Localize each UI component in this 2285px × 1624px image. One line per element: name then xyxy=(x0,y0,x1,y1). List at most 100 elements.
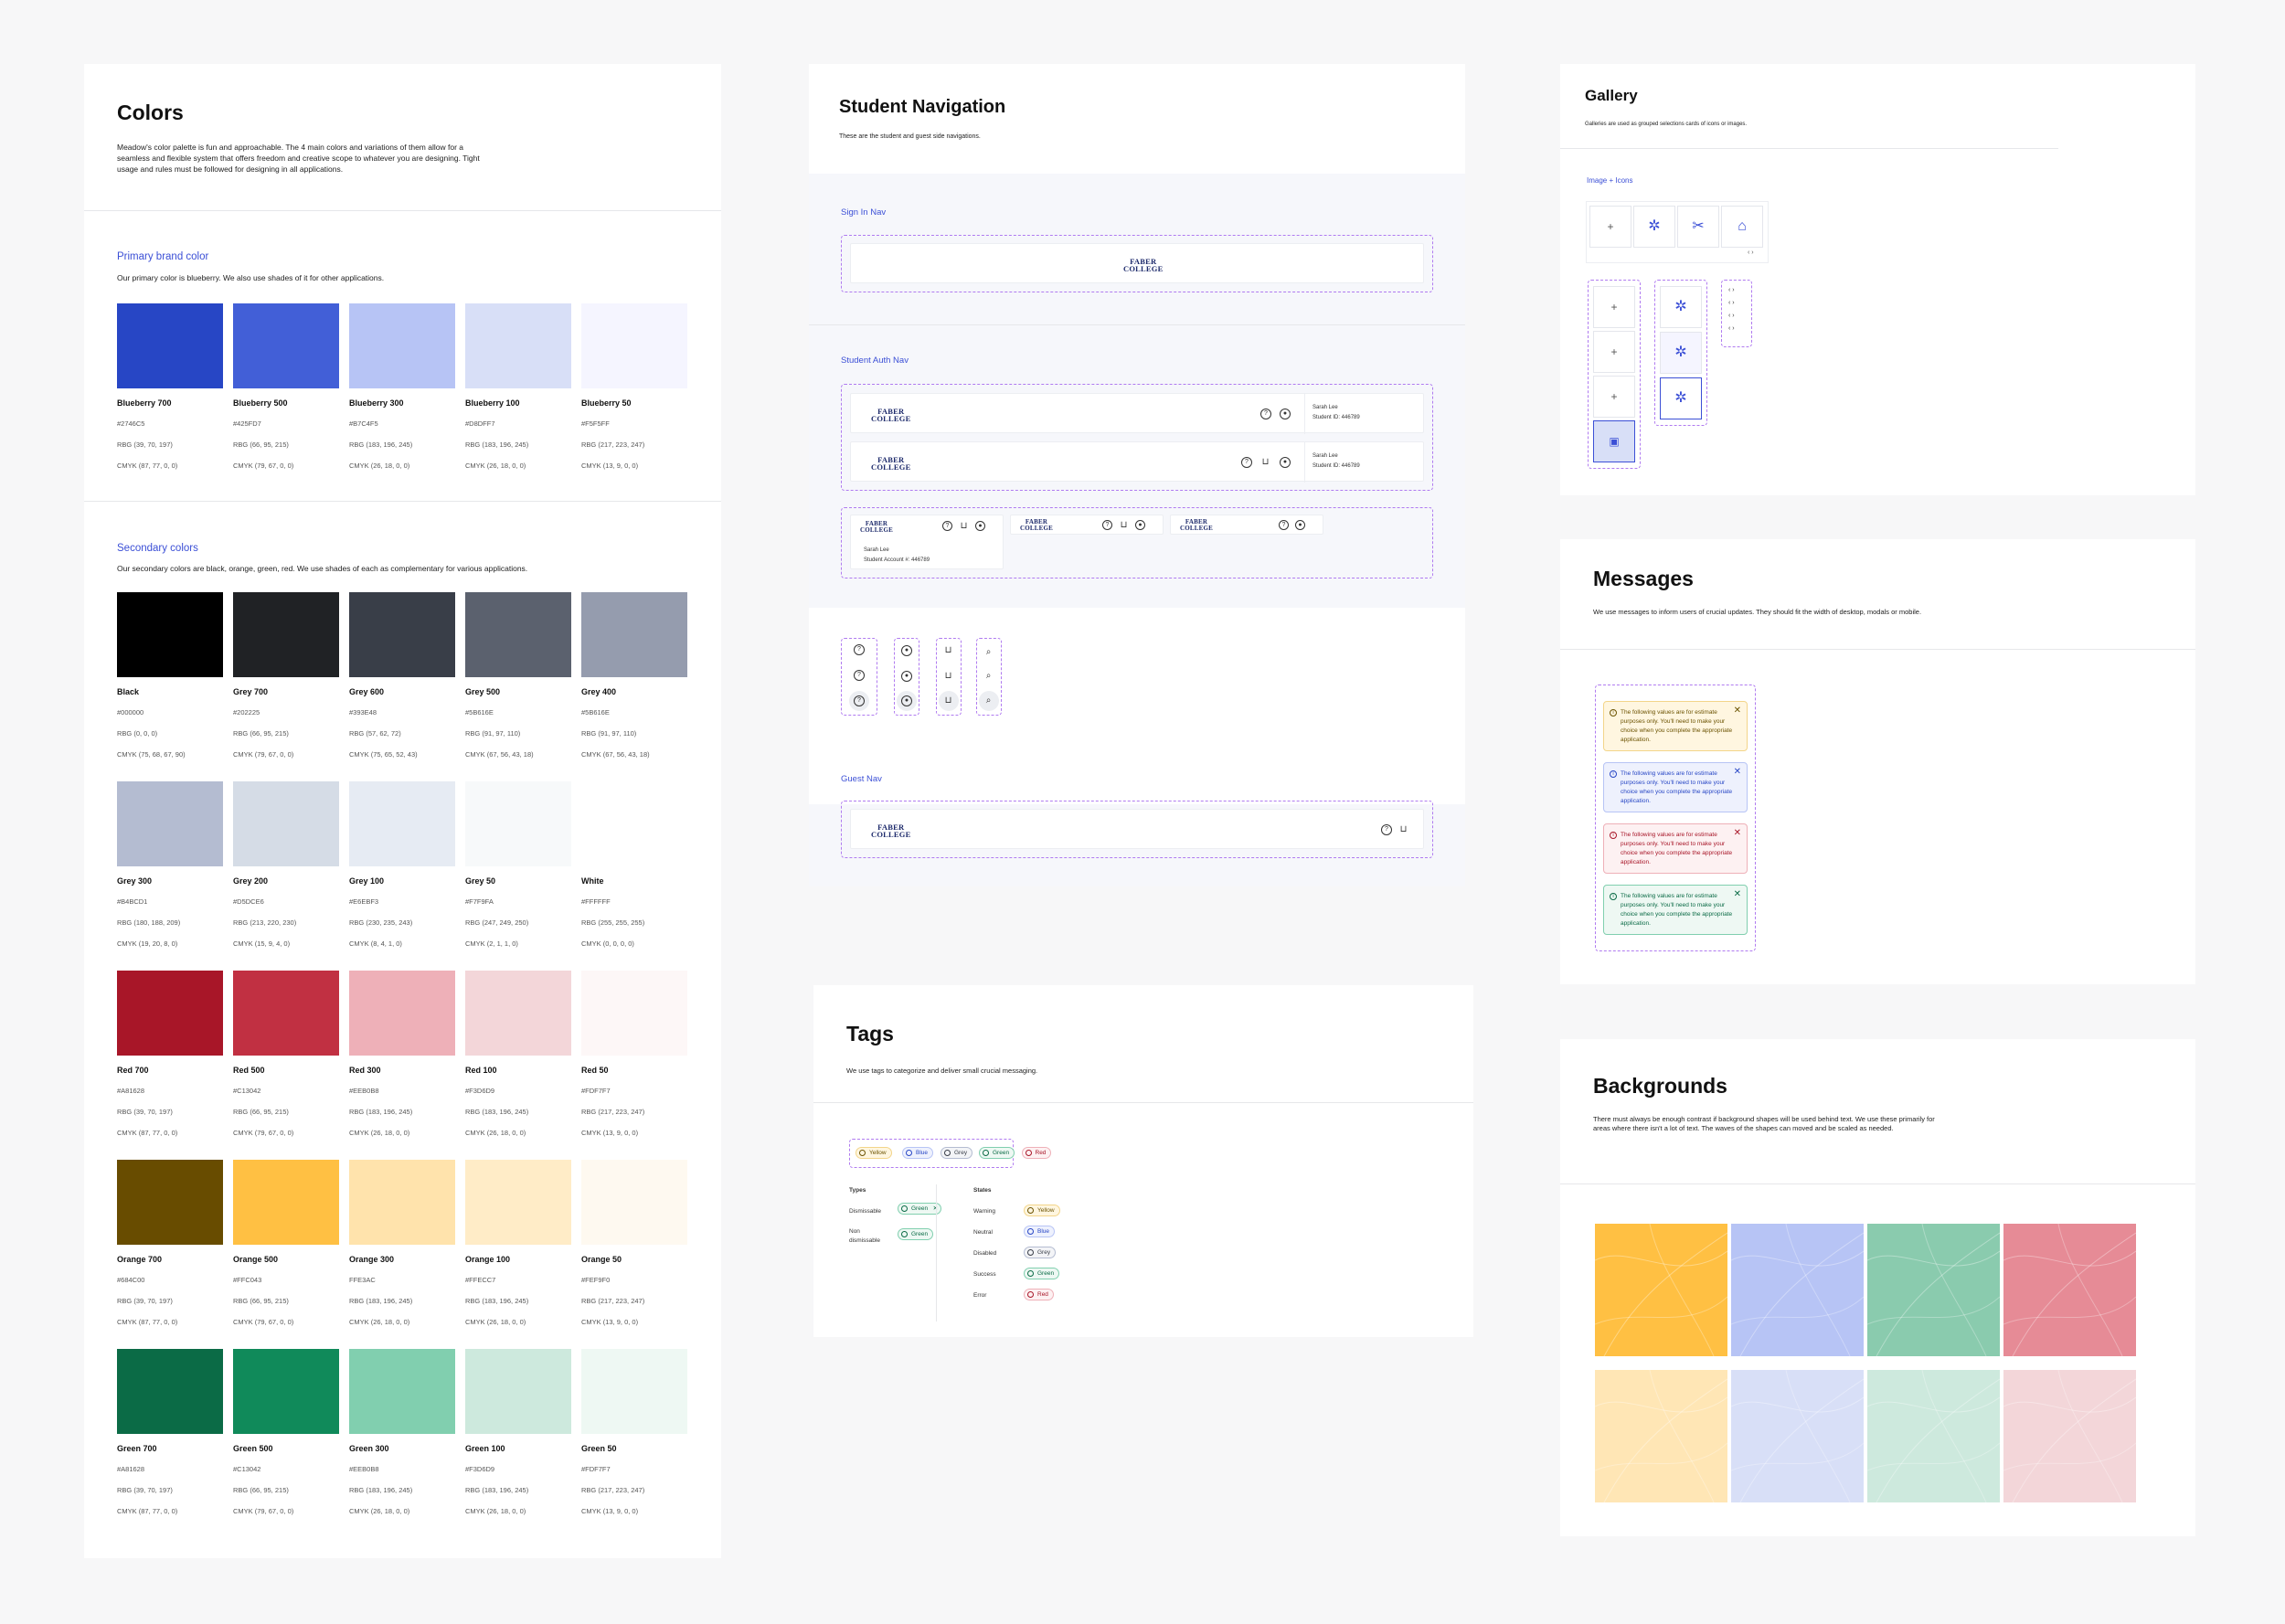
add-image-card[interactable]: + xyxy=(1593,286,1635,328)
basket-icon[interactable]: ⊔ xyxy=(944,695,952,706)
faber-logo[interactable]: FABER COLLEGE xyxy=(1180,518,1214,532)
swatch-name: Grey 500 xyxy=(465,687,501,696)
search-icon[interactable]: ⌕ xyxy=(985,647,992,657)
wave-shapes xyxy=(2003,1370,2136,1502)
close-icon[interactable]: ✕ xyxy=(1733,767,1741,777)
swatch-cmyk: CMYK (87, 77, 0, 0) xyxy=(117,1318,178,1326)
sparkle-icon-card-selected[interactable]: ✲ xyxy=(1660,377,1702,419)
close-icon[interactable]: ✕ xyxy=(1733,828,1741,838)
swatch-name: Red 700 xyxy=(117,1066,149,1075)
tag-icon xyxy=(1025,1150,1032,1156)
swatch-hex: #B7C4F5 xyxy=(349,419,378,428)
add-image-card[interactable]: + xyxy=(1589,206,1631,248)
account-icon[interactable]: ● xyxy=(901,671,912,682)
swatch-color xyxy=(233,781,339,866)
swatch-rgb: RBG (213, 220, 230) xyxy=(233,918,297,927)
basket-icon[interactable]: ⊔ xyxy=(944,671,952,681)
faber-logo[interactable]: FABER COLLEGE xyxy=(860,520,894,534)
swatch-name: White xyxy=(581,876,604,886)
swatch-rgb: RBG (183, 196, 245) xyxy=(465,1297,529,1305)
tag-blue: Blue xyxy=(902,1147,934,1159)
swatch-hex: #FEF9F0 xyxy=(581,1276,611,1284)
swatch-hex: #A81628 xyxy=(117,1087,145,1095)
tag-icon xyxy=(983,1150,989,1156)
tag-icon xyxy=(906,1150,912,1156)
mobile-nav-2: FABER COLLEGE ? ● xyxy=(1170,515,1323,535)
faber-logo[interactable]: FABER COLLEGE xyxy=(871,823,911,839)
swatch-hex: #684C00 xyxy=(117,1276,145,1284)
account-icon[interactable]: ● xyxy=(975,521,985,531)
help-icon[interactable]: ? xyxy=(942,521,952,531)
auth-nav-bar-1: FABER COLLEGE ? ● Sarah Lee Student ID: 4… xyxy=(850,393,1424,434)
help-icon[interactable]: ? xyxy=(854,644,865,655)
close-icon[interactable]: ✕ xyxy=(1733,889,1741,899)
sparkle-icon-card[interactable]: ✲ xyxy=(1660,332,1702,374)
swatch-color xyxy=(233,1349,339,1434)
basket-icon[interactable]: ⊔ xyxy=(960,521,968,531)
help-icon[interactable]: ? xyxy=(1102,520,1112,530)
swatch-cmyk: CMYK (2, 1, 1, 0) xyxy=(465,939,518,948)
help-icon[interactable]: ? xyxy=(854,695,865,706)
user-name: Sarah Lee xyxy=(864,547,889,553)
swatch-rgb: RBG (183, 196, 245) xyxy=(349,1486,413,1494)
faber-logo[interactable]: FABER COLLEGE xyxy=(871,407,911,423)
sparkle-icon-card[interactable]: ✲ xyxy=(1660,286,1702,328)
color-swatch: Grey 400 #5B616E RBG (91, 97, 110) CMYK … xyxy=(581,592,687,761)
account-icon[interactable]: ● xyxy=(1280,409,1291,419)
color-swatch: Black #000000 RBG (0, 0, 0) CMYK (75, 68… xyxy=(117,592,223,761)
close-icon[interactable]: ✕ xyxy=(933,1204,938,1214)
tag-icon xyxy=(1027,1270,1034,1277)
account-icon[interactable]: ● xyxy=(1280,457,1291,468)
tag-red: Red xyxy=(1021,1147,1052,1159)
background-tile xyxy=(2003,1224,2136,1356)
auth-nav-bar-2: FABER COLLEGE ? ⊔ ● Sarah Lee Student ID:… xyxy=(850,441,1424,483)
swatch-color xyxy=(117,781,223,866)
faber-logo[interactable]: FABER COLLEGE xyxy=(1020,518,1054,532)
account-icon[interactable]: ● xyxy=(1135,520,1145,530)
help-icon[interactable]: ? xyxy=(1381,824,1392,835)
basket-icon[interactable]: ⊔ xyxy=(1120,520,1128,530)
help-icon[interactable]: ? xyxy=(1260,409,1271,419)
basket-icon[interactable]: ⊔ xyxy=(944,645,952,655)
tag-red: Red xyxy=(1024,1289,1054,1300)
account-icon[interactable]: ● xyxy=(901,695,912,706)
tag-icon xyxy=(859,1150,866,1156)
account-icon[interactable]: ● xyxy=(1295,520,1305,530)
pager-arrows[interactable]: ‹ › ‹ › ‹ › ‹ › xyxy=(1728,287,1735,332)
tag-grey: Grey xyxy=(941,1147,973,1159)
swatch-rgb: RBG (217, 223, 247) xyxy=(581,440,645,449)
swatch-color xyxy=(233,592,339,677)
help-icon[interactable]: ? xyxy=(1241,457,1252,468)
tag-green: Green xyxy=(898,1228,934,1240)
account-icon[interactable]: ● xyxy=(901,645,912,656)
basket-icon[interactable]: ⊔ xyxy=(1399,824,1408,834)
faber-logo[interactable]: FABER COLLEGE xyxy=(1123,257,1164,273)
image-card-selected[interactable]: ▣ xyxy=(1593,420,1635,462)
tools-icon-card[interactable]: ✂ xyxy=(1677,206,1719,248)
faber-logo[interactable]: FABER COLLEGE xyxy=(871,455,911,472)
swatch-hex: #F7F9FA xyxy=(465,897,494,906)
tag-icon xyxy=(1027,1207,1034,1214)
tag-green-dismissable[interactable]: Green✕ xyxy=(898,1203,942,1215)
sparkle-icon-card[interactable]: ✲ xyxy=(1633,206,1675,248)
add-image-card[interactable]: + xyxy=(1593,331,1635,373)
add-image-card[interactable]: + xyxy=(1593,376,1635,418)
color-swatch: Green 700 #A81628 RBG (39, 70, 197) CMYK… xyxy=(117,1349,223,1518)
search-icon[interactable]: ⌕ xyxy=(985,695,992,706)
message-text: The following values are for estimate pu… xyxy=(1621,832,1733,865)
swatch-cmyk: CMYK (67, 56, 43, 18) xyxy=(581,750,650,759)
basket-icon-card[interactable]: ⌂ xyxy=(1721,206,1763,248)
swatch-hex: #FDF7F7 xyxy=(581,1465,611,1473)
swatch-color xyxy=(465,592,571,677)
help-icon[interactable]: ? xyxy=(1279,520,1289,530)
basket-icon[interactable]: ⊔ xyxy=(1261,457,1270,467)
background-tile xyxy=(1595,1224,1727,1356)
help-icon[interactable]: ? xyxy=(854,670,865,681)
color-swatch: Red 500 #C13042 RBG (66, 95, 215) CMYK (… xyxy=(233,971,339,1140)
gallery-pager-arrows[interactable]: ‹ › xyxy=(1748,249,1754,256)
swatch-rgb: RBG (217, 223, 247) xyxy=(581,1486,645,1494)
color-swatch: Orange 300 FFE3AC RBG (183, 196, 245) CM… xyxy=(349,1160,455,1329)
swatch-rgb: RBG (39, 70, 197) xyxy=(117,440,173,449)
search-icon[interactable]: ⌕ xyxy=(985,671,992,681)
close-icon[interactable]: ✕ xyxy=(1733,706,1741,716)
